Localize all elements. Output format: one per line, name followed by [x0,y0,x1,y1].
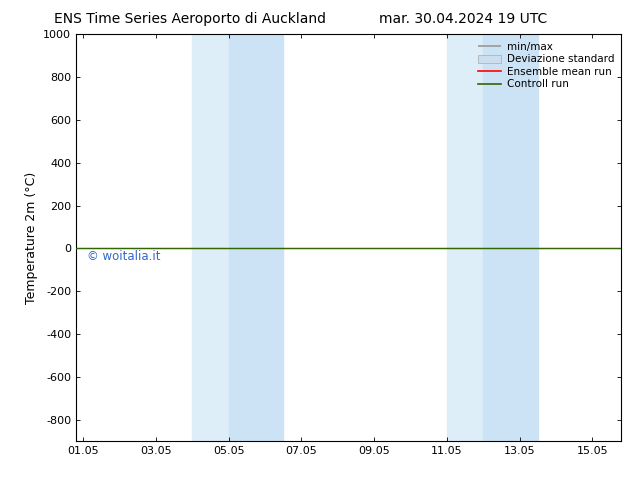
Legend: min/max, Deviazione standard, Ensemble mean run, Controll run: min/max, Deviazione standard, Ensemble m… [474,37,618,94]
Bar [229,34,283,441]
Bar [483,34,538,441]
Y-axis label: Temperature 2m (°C): Temperature 2m (°C) [25,172,37,304]
Text: mar. 30.04.2024 19 UTC: mar. 30.04.2024 19 UTC [378,12,547,26]
Bar [447,34,483,441]
Bar [192,34,229,441]
Text: ENS Time Series Aeroporto di Auckland: ENS Time Series Aeroporto di Auckland [54,12,327,26]
Text: © woitalia.it: © woitalia.it [87,250,160,263]
